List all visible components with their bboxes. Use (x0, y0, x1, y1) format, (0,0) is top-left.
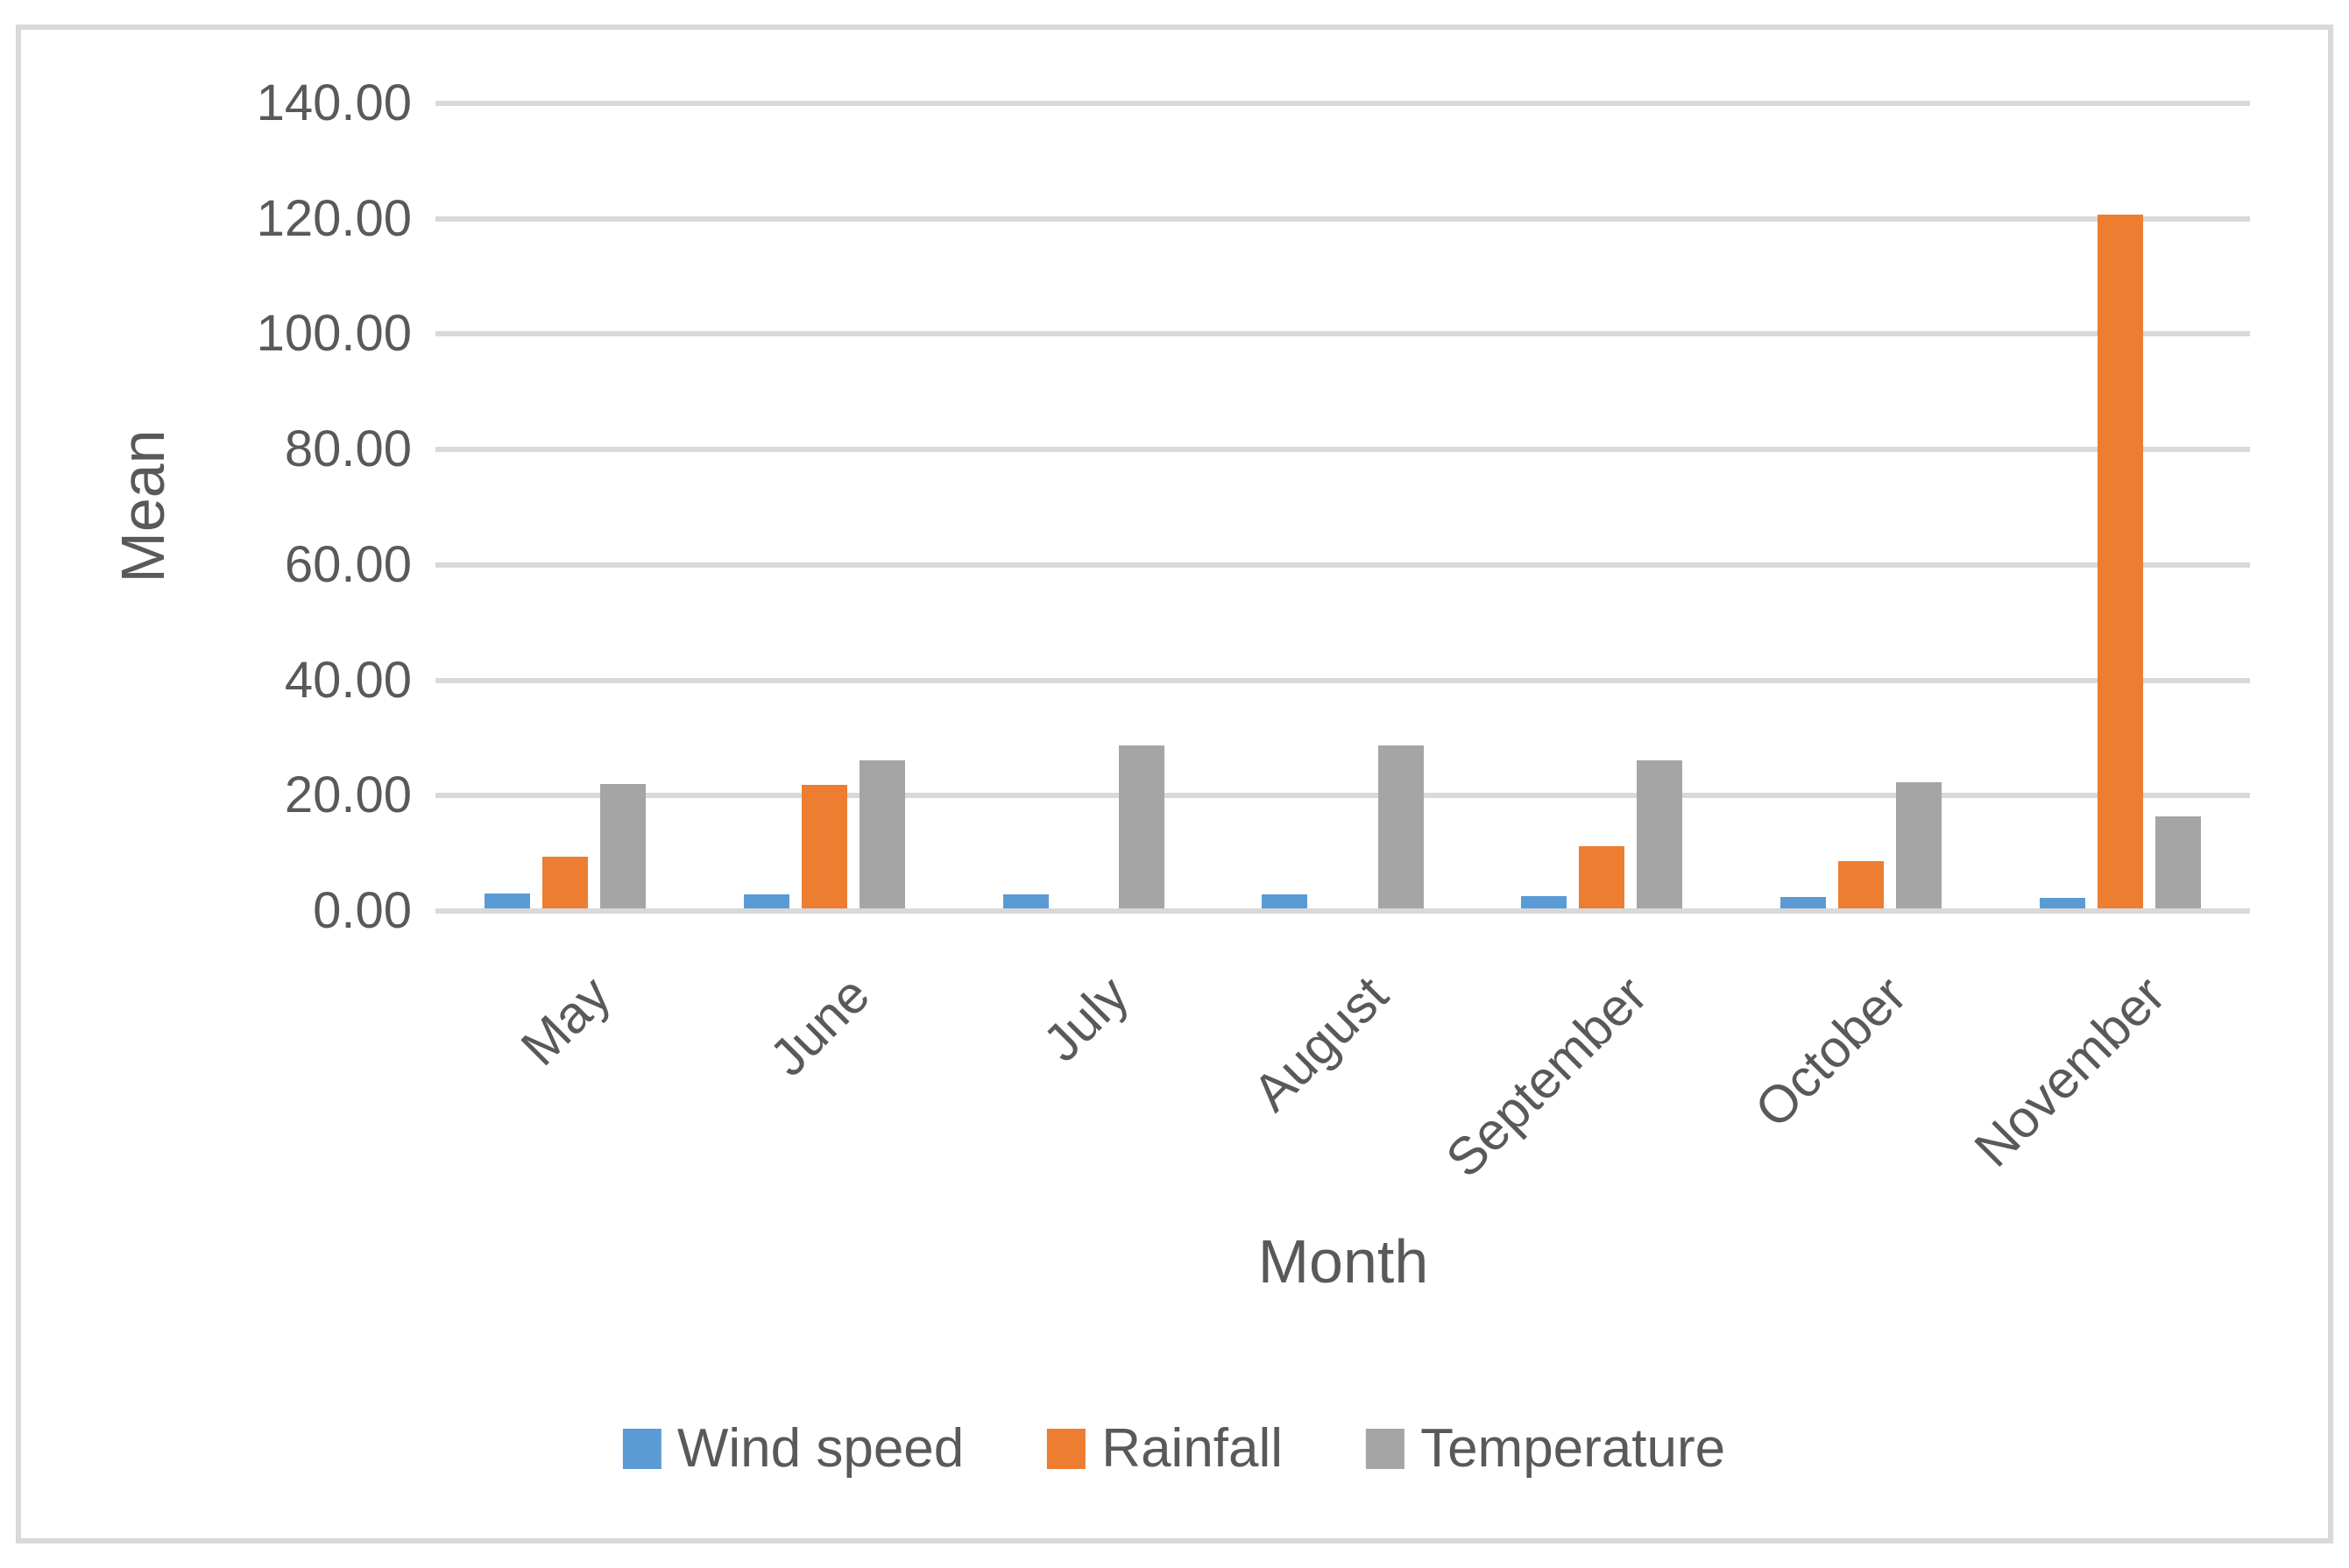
y-tick-label-140.00: 140.00 (256, 74, 412, 131)
legend: Wind speed Rainfall Temperature (622, 1417, 1725, 1480)
bar-wind-speed-october (1780, 897, 1826, 908)
bar-wind-speed-may (485, 893, 530, 908)
bar-wind-speed-august (1262, 894, 1307, 908)
bar-temperature-september (1637, 760, 1682, 908)
bar-rainfall-september (1579, 846, 1624, 908)
gridline-120 (435, 215, 2250, 222)
bar-rainfall-june (802, 785, 847, 908)
temperature-swatch-icon (1366, 1428, 1405, 1469)
plot-area (435, 98, 2250, 916)
y-tick-label-120.00: 120.00 (256, 189, 412, 247)
legend-item-rainfall: Rainfall (1047, 1417, 1283, 1480)
bar-rainfall-may (542, 857, 588, 908)
legend-label-wind-speed: Wind speed (676, 1418, 965, 1479)
gridline-80 (435, 447, 2250, 453)
bar-rainfall-november (2098, 215, 2143, 908)
rainfall-swatch-icon (1047, 1428, 1086, 1469)
gridline-140 (435, 100, 2250, 106)
wind-speed-swatch-icon (622, 1428, 662, 1469)
gridline-40 (435, 677, 2250, 683)
legend-item-temperature: Temperature (1366, 1417, 1725, 1480)
bar-wind-speed-november (2040, 898, 2085, 908)
chart-border (16, 25, 2333, 1543)
x-axis-title: Month (1257, 1227, 1429, 1296)
y-axis-title: Mean (109, 429, 177, 583)
bar-rainfall-october (1838, 861, 1884, 908)
gridline-100 (435, 331, 2250, 337)
bar-temperature-june (860, 760, 905, 908)
gridline-60 (435, 562, 2250, 568)
bar-wind-speed-july (1003, 894, 1049, 908)
bar-wind-speed-june (744, 894, 789, 908)
bar-wind-speed-september (1521, 896, 1567, 908)
y-tick-label-20.00: 20.00 (284, 766, 412, 824)
y-tick-label-100.00: 100.00 (256, 305, 412, 363)
bar-temperature-november (2155, 816, 2201, 908)
bar-temperature-august (1378, 745, 1424, 908)
y-tick-label-60.00: 60.00 (284, 535, 412, 593)
y-tick-label-80.00: 80.00 (284, 420, 412, 478)
bar-temperature-may (600, 784, 646, 908)
gridline-20 (435, 793, 2250, 799)
legend-label-rainfall: Rainfall (1101, 1418, 1284, 1479)
y-tick-label-0.00: 0.00 (313, 882, 412, 939)
bar-temperature-july (1119, 745, 1164, 908)
x-axis-line (435, 908, 2250, 914)
legend-label-temperature: Temperature (1420, 1418, 1726, 1479)
legend-item-wind-speed: Wind speed (622, 1417, 965, 1480)
y-tick-label-40.00: 40.00 (284, 651, 412, 709)
bar-temperature-october (1896, 782, 1942, 908)
